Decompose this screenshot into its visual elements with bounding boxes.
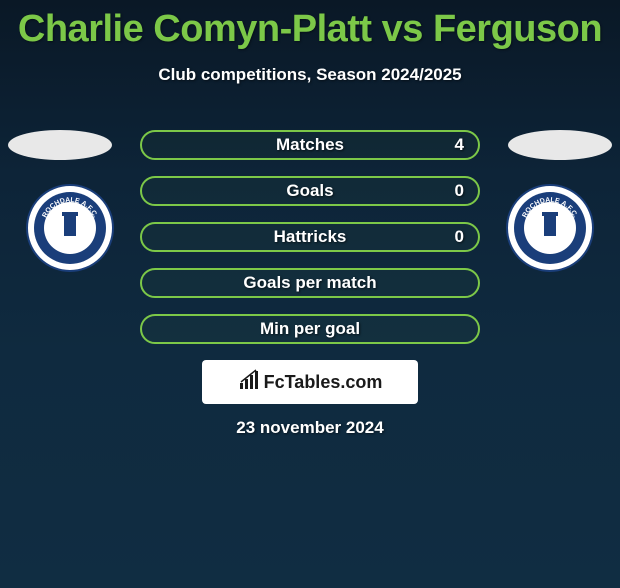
- stat-label: Goals per match: [243, 273, 376, 293]
- footer-date: 23 november 2024: [0, 418, 620, 438]
- stat-row-hattricks: Hattricks 0: [140, 222, 480, 252]
- stats-container: Matches 4 Goals 0 Hattricks 0 Goals per …: [140, 130, 480, 360]
- footer-brand-box[interactable]: FcTables.com: [202, 360, 418, 404]
- stat-value: 4: [455, 135, 464, 155]
- footer-brand-text: FcTables.com: [264, 372, 383, 393]
- stat-label: Hattricks: [274, 227, 347, 247]
- stat-row-matches: Matches 4: [140, 130, 480, 160]
- stat-label: Goals: [286, 181, 333, 201]
- stat-row-goals: Goals 0: [140, 176, 480, 206]
- stat-value: 0: [455, 227, 464, 247]
- chart-icon: [238, 369, 260, 396]
- club-badge-right: ROCHDALE A.F.C. THE DALE: [506, 184, 594, 272]
- stat-label: Min per goal: [260, 319, 360, 339]
- player-avatar-right: [508, 130, 612, 160]
- stat-label: Matches: [276, 135, 344, 155]
- player-avatar-left: [8, 130, 112, 160]
- club-badge-left: ROCHDALE A.F.C. THE DALE: [26, 184, 114, 272]
- page-subtitle: Club competitions, Season 2024/2025: [0, 65, 620, 85]
- stat-value: 0: [455, 181, 464, 201]
- stat-row-min-per-goal: Min per goal: [140, 314, 480, 344]
- stat-row-goals-per-match: Goals per match: [140, 268, 480, 298]
- page-title: Charlie Comyn-Platt vs Ferguson: [0, 8, 620, 51]
